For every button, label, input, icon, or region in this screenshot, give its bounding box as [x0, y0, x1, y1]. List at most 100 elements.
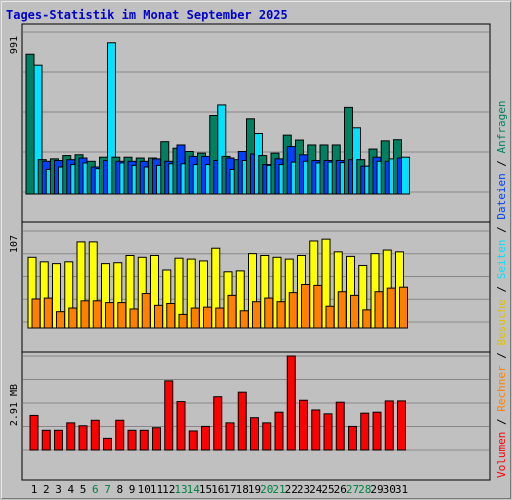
x-tick-label: 13 — [174, 483, 187, 496]
bar-rechner-18 — [239, 310, 249, 329]
bar-rechner-7 — [105, 302, 114, 329]
bar-seiten-31 — [401, 156, 410, 195]
x-tick-label: 20 — [260, 483, 273, 496]
bar-volumen-19 — [250, 417, 259, 451]
bar-rechner-27 — [350, 294, 359, 329]
bar-rechner-30 — [386, 287, 396, 329]
bar-volumen-24 — [311, 409, 321, 451]
bar-volumen-30 — [384, 400, 394, 451]
bar-volumen-2 — [41, 429, 51, 451]
bar-volumen-20 — [262, 422, 272, 451]
legend-separator: / — [495, 346, 508, 366]
x-tick-label: 25 — [321, 483, 334, 496]
x-tick-label: 22 — [285, 483, 298, 496]
x-tick-label: 19 — [248, 483, 261, 496]
bar-volumen-25 — [323, 413, 333, 451]
bar-volumen-13 — [176, 401, 186, 451]
x-tick-label: 3 — [55, 483, 62, 496]
legend-rechner: Rechner — [495, 365, 508, 412]
bar-rechner-14 — [190, 307, 200, 329]
legend: Volumen / Rechner / Besuche / Seiten / D… — [495, 100, 508, 478]
x-tick-label: 5 — [80, 483, 87, 496]
bar-volumen-23 — [299, 399, 308, 451]
x-tick-label: 14 — [187, 483, 201, 496]
bar-rechner-25 — [325, 305, 335, 329]
x-tick-label: 4 — [67, 483, 74, 496]
x-tick-label: 8 — [116, 483, 123, 496]
legend-separator: / — [495, 279, 508, 299]
legend-volumen: Volumen — [495, 432, 508, 478]
bar-volumen-5 — [78, 425, 88, 451]
bar-volumen-29 — [372, 411, 382, 451]
chart-title: Tages-Statistik im Monat September 2025 — [6, 8, 288, 22]
bar-volumen-12 — [164, 380, 174, 451]
x-tick-label: 2 — [43, 483, 50, 496]
bar-volumen-1 — [29, 414, 39, 451]
bar-volumen-26 — [335, 401, 345, 451]
y-max-label-volume: 2.91 MB — [9, 384, 20, 426]
x-tick-label: 10 — [138, 483, 151, 496]
bar-rechner-16 — [215, 307, 225, 329]
panel-volume — [21, 351, 491, 481]
x-tick-label: 18 — [236, 483, 249, 496]
x-tick-label: 9 — [129, 483, 136, 496]
x-tick-label: 16 — [211, 483, 224, 496]
bar-rechner-10 — [141, 293, 151, 329]
x-tick-label: 30 — [383, 483, 396, 496]
x-tick-label: 31 — [395, 483, 408, 496]
bar-rechner-29 — [374, 291, 384, 329]
bar-rechner-12 — [166, 303, 176, 329]
bar-volumen-8 — [115, 419, 125, 451]
bar-volumen-17 — [225, 422, 235, 451]
bar-rechner-31 — [399, 286, 408, 329]
bar-rechner-19 — [252, 301, 261, 329]
y-max-label-requests: 991 — [9, 36, 20, 54]
legend-separator: / — [495, 220, 508, 240]
bar-volumen-4 — [66, 422, 76, 451]
bar-volumen-10 — [139, 429, 149, 451]
x-tick-label: 26 — [334, 483, 347, 496]
bar-anfragen-1 — [25, 53, 35, 195]
bar-rechner-15 — [203, 306, 212, 329]
bar-volumen-18 — [237, 391, 247, 451]
bar-rechner-2 — [43, 297, 53, 329]
legend-seiten: Seiten — [495, 240, 508, 280]
x-tick-label: 24 — [309, 483, 323, 496]
bar-volumen-15 — [201, 425, 210, 451]
bar-volumen-11 — [152, 427, 161, 451]
x-tick-label: 7 — [104, 483, 111, 496]
legend-dateien: Dateien — [495, 173, 508, 219]
legend-separator: / — [495, 153, 508, 173]
x-tick-label: 11 — [150, 483, 163, 496]
bar-volumen-27 — [348, 425, 357, 451]
bar-volumen-21 — [274, 411, 284, 451]
x-tick-label: 23 — [297, 483, 310, 496]
bar-rechner-9 — [129, 308, 139, 329]
bar-rechner-22 — [288, 292, 298, 329]
bar-volumen-14 — [188, 430, 198, 451]
bar-rechner-6 — [92, 300, 102, 329]
x-tick-label: 28 — [358, 483, 371, 496]
x-tick-label: 29 — [370, 483, 383, 496]
x-tick-label: 1 — [31, 483, 38, 496]
bar-rechner-4 — [68, 307, 78, 329]
bar-volumen-16 — [213, 396, 223, 451]
bar-volumen-7 — [103, 437, 112, 451]
x-tick-label: 12 — [162, 483, 175, 496]
bar-rechner-23 — [301, 283, 310, 329]
bar-rechner-13 — [178, 313, 188, 329]
bar-rechner-28 — [362, 309, 372, 329]
x-tick-label: 17 — [223, 483, 236, 496]
bar-volumen-3 — [54, 429, 63, 451]
bar-rechner-24 — [313, 284, 323, 329]
legend-besuche: Besuche — [495, 299, 508, 345]
bar-rechner-8 — [117, 302, 127, 329]
bar-volumen-31 — [397, 400, 406, 451]
bar-rechner-26 — [337, 291, 347, 329]
bar-volumen-22 — [286, 355, 296, 451]
bar-rechner-3 — [56, 311, 65, 329]
bar-volumen-28 — [360, 412, 370, 451]
x-tick-label: 6 — [92, 483, 99, 496]
